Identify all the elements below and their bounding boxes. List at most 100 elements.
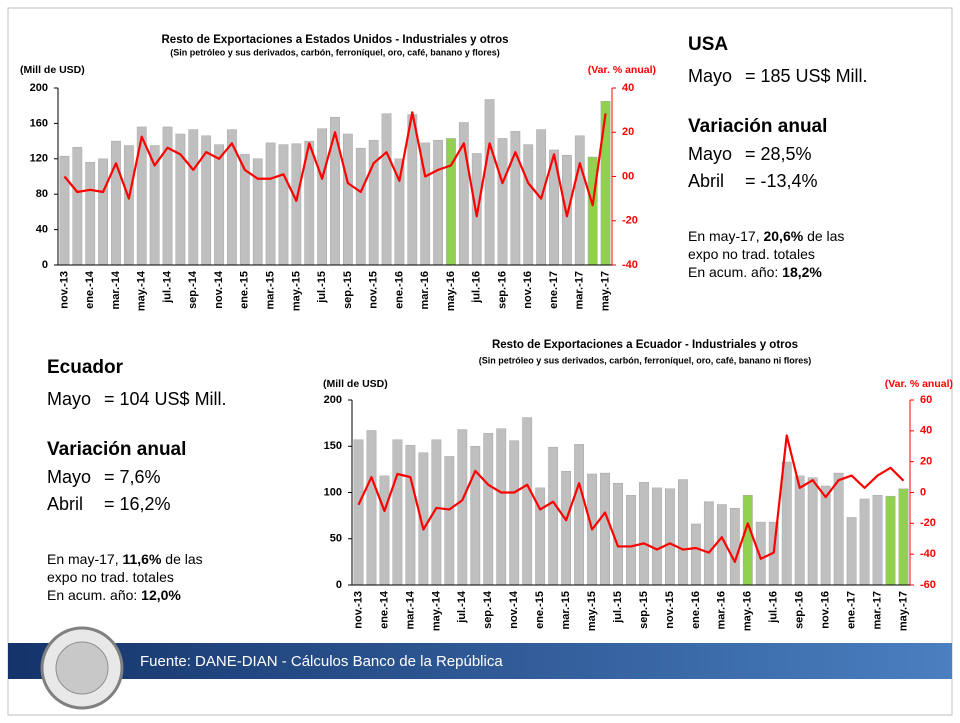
bar: [355, 147, 366, 266]
note-part: de las: [161, 551, 202, 567]
bar: [872, 495, 883, 586]
bar: [496, 428, 507, 586]
y2-tick-label: 40: [622, 82, 634, 94]
bar: [317, 128, 328, 266]
x-tick-label: ene.-14: [378, 590, 390, 629]
x-tick-label: ene.-15: [239, 271, 251, 309]
line: [63, 111, 607, 218]
y-tick-label: 200: [30, 82, 48, 94]
y-axis-label: (Mill de USD): [323, 378, 388, 390]
x-tick-label: nov.-14: [508, 590, 520, 629]
chart-subtitle: (Sin petróleo y sus derivados, carbón, f…: [170, 47, 500, 57]
x-tick-label: may.-16: [445, 271, 457, 311]
x-tick-label: nov.-15: [368, 271, 380, 309]
note-part: En may-17,: [688, 228, 763, 244]
note-part: En acum. año:: [47, 587, 141, 603]
y-tick-label: 40: [36, 224, 48, 236]
bar: [366, 430, 377, 586]
bar: [470, 446, 481, 586]
variation-label: Abril: [688, 171, 724, 191]
bar: [846, 517, 857, 586]
note-part: En acum. año:: [688, 264, 782, 280]
bar: [471, 153, 482, 266]
variation-value: = 28,5%: [745, 144, 812, 164]
note-part: expo no trad. totales: [47, 569, 174, 585]
bar: [433, 139, 443, 266]
bar: [523, 144, 534, 266]
line: [357, 434, 905, 563]
y2-tick-label: 60: [920, 394, 932, 406]
variation-label: Abril: [47, 494, 83, 514]
x-tick-label: ene.-16: [393, 271, 405, 309]
y-tick-label: 0: [336, 579, 342, 591]
x-tick-label: mar.-16: [419, 271, 431, 310]
note-line: expo no trad. totales: [688, 246, 815, 262]
x-tick-label: nov.-14: [213, 270, 225, 309]
note-part: 12,0%: [141, 587, 181, 603]
bar: [574, 444, 585, 586]
bar: [85, 162, 96, 266]
bar: [652, 487, 662, 586]
bar: [613, 483, 623, 586]
x-tick-label: jul.-15: [316, 271, 328, 304]
footer-source: Fuente: DANE-DIAN - Cálculos Banco de la…: [140, 653, 503, 670]
bar: [833, 472, 844, 586]
x-tick-label: may.-15: [586, 591, 598, 631]
bar: [342, 133, 353, 266]
bar: [665, 488, 675, 586]
x-tick-label: ene.-16: [690, 591, 702, 629]
month-label: Mayo: [47, 389, 91, 409]
bar: [626, 495, 636, 586]
y2-tick-label: -40: [920, 548, 936, 560]
note-line: En may-17, 20,6% de las: [688, 228, 844, 244]
bar: [885, 495, 896, 586]
bar: [265, 142, 276, 266]
x-tick-label: nov.-13: [58, 271, 70, 309]
bar: [444, 456, 455, 586]
variation-title: Variación anual: [47, 439, 186, 460]
note-part: 18,2%: [782, 264, 822, 280]
x-tick-label: sep.-16: [794, 591, 806, 629]
bar: [72, 147, 83, 266]
x-tick-label: mar.-14: [110, 270, 122, 309]
bar: [600, 101, 611, 266]
bar: [330, 116, 340, 266]
bar: [407, 114, 418, 266]
panel-name: Ecuador: [47, 357, 124, 378]
y-tick-label: 0: [42, 259, 48, 271]
variation-title: Variación anual: [688, 116, 827, 137]
x-tick-label: may.-17: [599, 271, 611, 311]
bar: [381, 113, 392, 266]
footer-band: [8, 643, 952, 679]
note-line: expo no trad. totales: [47, 569, 174, 585]
y2-tick-label: 20: [622, 126, 634, 138]
x-tick-label: mar.-14: [404, 590, 416, 629]
bar: [781, 461, 792, 586]
y-tick-label: 80: [36, 188, 48, 200]
y-tick-label: 120: [30, 153, 48, 165]
bar: [587, 156, 598, 266]
note-line: En acum. año: 18,2%: [688, 264, 822, 280]
bar: [807, 477, 818, 586]
bar: [497, 138, 508, 266]
bar: [252, 158, 263, 266]
bar: [379, 475, 390, 586]
bar: [729, 507, 740, 586]
x-tick-label: mar.-15: [264, 271, 276, 310]
variation-value: = 16,2%: [104, 494, 171, 514]
bar: [742, 495, 753, 586]
y2-tick-label: -20: [622, 215, 638, 227]
bar: [548, 446, 559, 586]
bar: [522, 417, 533, 586]
bar: [291, 143, 302, 266]
x-tick-label: mar.-17: [574, 271, 586, 310]
x-tick-label: may.-17: [897, 591, 909, 631]
y-tick-label: 200: [324, 394, 342, 406]
x-tick-label: ene.-15: [534, 591, 546, 629]
bar: [820, 485, 831, 586]
month-value: = 104 US$ Mill.: [104, 389, 227, 409]
x-tick-label: ene.-17: [548, 271, 560, 309]
x-tick-label: jul.-15: [612, 591, 624, 624]
y2-tick-label: 40: [920, 425, 932, 437]
